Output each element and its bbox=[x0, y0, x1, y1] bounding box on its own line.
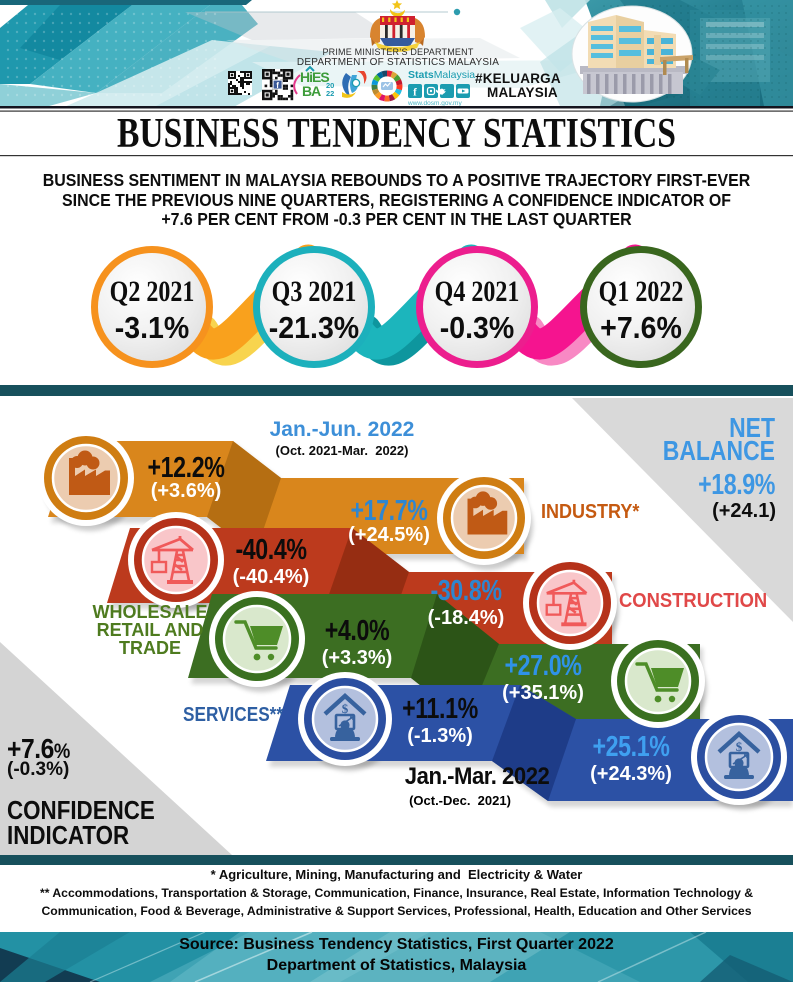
svg-text:20: 20 bbox=[326, 81, 334, 90]
svg-text:f: f bbox=[276, 81, 279, 90]
svg-text:www.dosm.gov.my: www.dosm.gov.my bbox=[407, 100, 462, 107]
svg-text:HiES: HiES bbox=[300, 69, 329, 85]
svg-text:BA: BA bbox=[302, 83, 321, 99]
svg-text:StatsMalaysia: StatsMalaysia bbox=[408, 69, 475, 81]
svg-text:22: 22 bbox=[326, 89, 334, 98]
svg-text:$: $ bbox=[736, 739, 743, 754]
svg-text:$: $ bbox=[342, 701, 349, 716]
svg-text:f: f bbox=[413, 87, 417, 99]
